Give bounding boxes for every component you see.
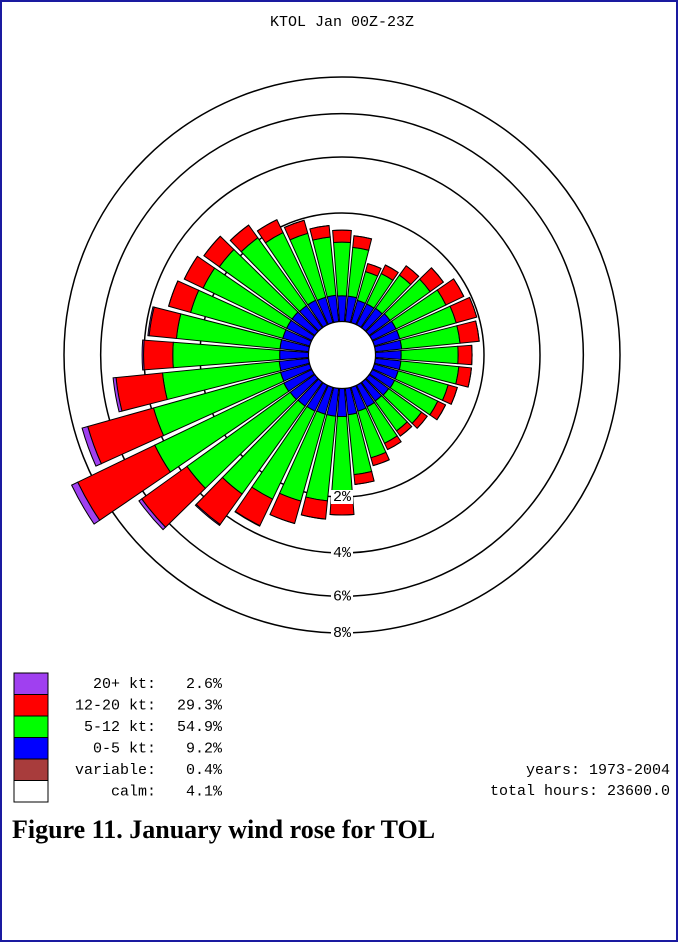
ring-label: 6%	[333, 588, 352, 605]
legend-value: 2.6%	[186, 676, 223, 693]
bar-segment	[70, 481, 101, 525]
legend-swatch	[13, 694, 49, 717]
bar-segment	[457, 344, 473, 366]
bar-segment	[337, 295, 347, 323]
bar-segment	[138, 498, 167, 531]
bar-segment	[81, 425, 102, 467]
ring-label: 4%	[333, 545, 352, 562]
legend-label: 5-12 kt:	[84, 719, 156, 736]
chart-title: KTOL Jan 00Z-23Z	[270, 14, 414, 31]
bar-segment	[332, 229, 352, 243]
legend-label: 12-20 kt:	[75, 697, 156, 714]
ring-label-bg	[331, 545, 353, 560]
legend-swatch	[13, 715, 49, 738]
legend-value: 0.4%	[186, 762, 223, 779]
legend-value: 54.9%	[177, 719, 223, 736]
bar-segment	[141, 339, 145, 371]
bar-segment	[372, 459, 390, 467]
bar-segment	[203, 235, 221, 257]
legend-label: variable:	[75, 762, 156, 779]
ring-label-bg	[331, 625, 353, 640]
bar-segment	[475, 320, 480, 342]
bar-segment	[194, 503, 221, 527]
legend-swatch	[13, 737, 49, 760]
bar-segment	[147, 306, 155, 337]
bar-segment	[450, 387, 458, 405]
legend-value: 4.1%	[186, 783, 223, 800]
note: years: 1973-2004	[526, 762, 670, 779]
bar-segment	[336, 387, 348, 418]
bar-segment	[143, 339, 174, 371]
bar-segment	[467, 367, 472, 388]
legend-swatch	[13, 758, 49, 781]
bar-segment	[229, 224, 249, 241]
bar-segment	[354, 480, 375, 485]
legend-swatch	[13, 672, 49, 695]
bar-segment	[112, 377, 123, 413]
bar-segment	[234, 510, 261, 527]
ring-label-bg	[331, 589, 353, 604]
legend-swatch	[13, 780, 49, 803]
bar-segment	[309, 225, 330, 230]
ring-label: 8%	[333, 625, 352, 642]
legend-label: 0-5 kt:	[93, 740, 156, 757]
bar-segment	[301, 514, 326, 520]
note: total hours: 23600.0	[490, 783, 670, 800]
caption: Figure 11. January wind rose for TOL	[12, 815, 435, 844]
legend-value: 9.2%	[186, 740, 223, 757]
bar-segment	[374, 350, 402, 360]
ring-label-bg	[331, 489, 353, 504]
legend-value: 29.3%	[177, 697, 223, 714]
bar-segment	[257, 219, 278, 232]
bar-segment	[431, 267, 444, 283]
ring-label: 2%	[333, 489, 352, 506]
legend-label: calm:	[111, 783, 156, 800]
calm-hole	[307, 320, 377, 390]
bar-segment	[269, 514, 295, 524]
legend-label: 20+ kt:	[93, 676, 156, 693]
